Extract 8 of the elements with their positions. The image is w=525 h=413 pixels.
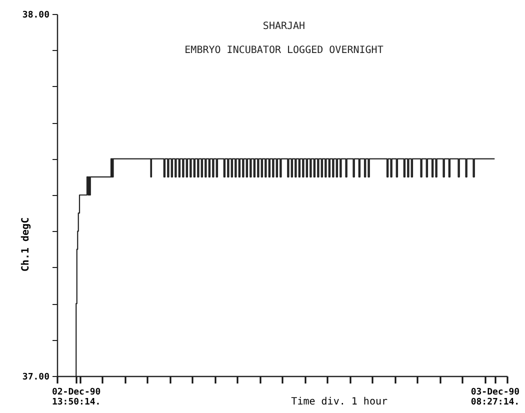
y-tick-label: 37.00 [22, 372, 50, 382]
x-tick-label: 03-Dec-90 08:27:14. [470, 388, 520, 408]
text: EMBRYO INCUBATOR LOGGED OVERNIGHT [184, 45, 384, 56]
y-tick-label: 38.00 [22, 10, 50, 20]
text: SHARJAH [262, 21, 306, 32]
y-axis-title: Ch.1 degC [20, 217, 32, 272]
x-axis-title: Time div. 1 hour [291, 396, 388, 408]
x-tick-label: 02-Dec-90 13:50:14. [52, 388, 101, 408]
